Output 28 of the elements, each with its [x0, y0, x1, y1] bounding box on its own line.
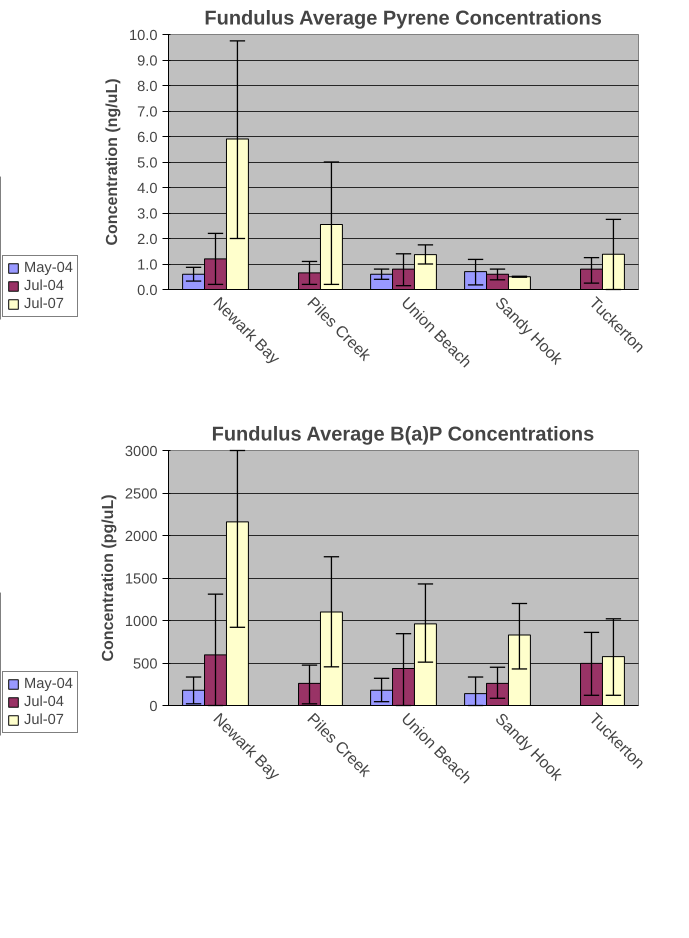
legend-label: Jul-07: [24, 712, 64, 728]
y-tick-label: 2500: [124, 486, 158, 502]
y-tick-label: 6.0: [137, 130, 158, 146]
y-tick-label: 2000: [124, 529, 158, 545]
y-axis-title: Concentration (pg/uL): [100, 494, 117, 662]
y-tick-label: 3000: [124, 444, 158, 460]
y-tick-label: 0.0: [137, 283, 158, 299]
legend-label: Jul-04: [24, 694, 64, 710]
y-tick-label: 3.0: [137, 206, 158, 222]
legend-label: May-04: [24, 676, 73, 692]
y-tick-label: 5.0: [137, 156, 158, 172]
chart-title: Fundulus Average B(a)P Concentrations: [212, 424, 594, 446]
y-tick-label: 1.0: [137, 258, 158, 274]
y-tick-label: 1500: [124, 572, 158, 588]
y-tick-label: 9.0: [137, 54, 158, 70]
y-tick-label: 8.0: [137, 79, 158, 95]
y-tick-label: 10.0: [128, 28, 158, 44]
legend-label: May-04: [24, 260, 73, 276]
legend-label: Jul-04: [24, 278, 64, 294]
y-axis-title: Concentration (ng/uL): [104, 78, 121, 246]
y-tick-label: 2.0: [137, 232, 158, 248]
y-tick-label: 1000: [124, 614, 158, 630]
y-tick-label: 500: [133, 656, 158, 672]
legend-label: Jul-07: [24, 296, 64, 312]
y-tick-label: 7.0: [137, 104, 158, 120]
chart-title: Fundulus Average Pyrene Concentrations: [204, 8, 602, 30]
y-tick-label: 0: [149, 699, 158, 715]
y-tick-label: 4.0: [137, 181, 158, 197]
